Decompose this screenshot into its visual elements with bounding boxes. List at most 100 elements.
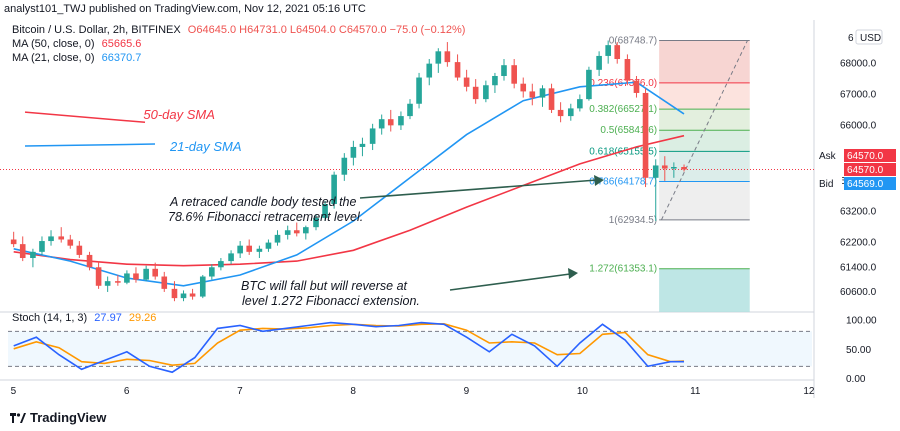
candle-body [472, 86, 479, 100]
price-tick-label: 63200.0 [840, 207, 877, 218]
symbol-legend[interactable]: Bitcoin / U.S. Dollar, 2h, BITFINEX O646… [12, 24, 465, 36]
candle-body [293, 230, 300, 234]
candle-body [19, 244, 26, 259]
candle-body [369, 128, 376, 144]
reverse-arrow-head [568, 268, 578, 279]
retrace-arrow-line [359, 179, 598, 199]
candle-body [228, 253, 234, 262]
candle-body [529, 91, 536, 98]
candle-body [10, 239, 17, 245]
candle-body [501, 65, 507, 76]
ma21-legend-label: MA (21, close, 0) [12, 52, 95, 64]
time-tick-label: 6 [124, 386, 130, 397]
candle-body [133, 273, 139, 280]
fib-level-label: 0.382(66527.1) [589, 104, 657, 115]
price-tag-box [816, 149, 842, 162]
sma50-marker-line [24, 111, 146, 124]
candle-body [492, 75, 498, 86]
candle-body [586, 69, 592, 100]
stoch-d-value: 29.26 [128, 312, 157, 324]
time-tick-label: 10 [577, 386, 589, 397]
candle-body [331, 174, 337, 205]
stoch-legend[interactable]: Stoch (14, 1, 3) 27.97 29.26 [12, 312, 156, 324]
candle-body [199, 276, 206, 297]
candle-body [444, 51, 451, 63]
candle-body [237, 245, 243, 254]
candle-body [520, 83, 527, 92]
stoch-legend-label: Stoch (14, 1, 3) [12, 312, 88, 324]
candle-body [161, 276, 168, 289]
candle-body [115, 281, 121, 283]
fib-zone-extension [659, 268, 750, 312]
ma21-legend[interactable]: MA (21, close, 0) 66370.7 [12, 52, 141, 64]
price-value-box [844, 149, 896, 162]
candle-body [624, 59, 631, 81]
fib-level-label: 0.5(65841.6) [600, 125, 657, 136]
candle-body [426, 63, 433, 78]
fib-zone [659, 130, 750, 152]
price-value-label: 64570.0 [847, 151, 884, 162]
fib-level-label: 1.272(61353.1) [589, 264, 657, 275]
ma50-legend[interactable]: MA (50, close, 0) 65665.6 [12, 38, 141, 50]
candle-body [104, 281, 111, 286]
reverse-annotation-line2: level 1.272 Fibonacci extension. [242, 294, 420, 308]
candle-body [642, 92, 649, 178]
sma21-marker-line [24, 143, 156, 147]
candle-body [256, 248, 263, 252]
candle-body [218, 261, 224, 268]
ma50-legend-value: 65665.6 [101, 38, 142, 50]
candle-body [614, 45, 621, 60]
candle-body [483, 85, 489, 100]
candle-body [76, 245, 83, 255]
price-tick-label: 61400.0 [840, 262, 877, 273]
time-tick-label: 8 [350, 386, 356, 397]
candle-body [557, 109, 564, 117]
candle-body [548, 88, 555, 110]
publish-caption-text: analyst101_TWJ published on TradingView.… [4, 3, 366, 15]
candle-body [398, 116, 404, 126]
price-tag-label: Bid [819, 179, 833, 190]
sma50-annotation: 50-day SMA [143, 107, 215, 122]
candle-body [67, 239, 74, 246]
candle-body [596, 55, 602, 70]
candle-body [209, 267, 215, 277]
symbol-title: Bitcoin / U.S. Dollar, 2h, BITFINEX [12, 24, 181, 36]
retrace-arrow-head [594, 175, 604, 186]
fib-zone [659, 219, 750, 269]
fib-zone [659, 181, 750, 220]
ma21-line [13, 81, 685, 287]
candle-body [48, 236, 54, 242]
retrace-annotation-line2: 78.6% Fibonacci retracement level. [168, 210, 363, 224]
price-value-box [844, 163, 896, 176]
reverse-arrow-line [449, 273, 571, 291]
price-tick-label: 66000.0 [840, 120, 877, 131]
candle-body [671, 167, 677, 169]
time-tick-label: 5 [11, 386, 17, 397]
price-tick-label: 67000.0 [840, 90, 877, 101]
time-tick-label: 12 [803, 386, 815, 397]
candle-body [661, 165, 668, 169]
tradingview-logo[interactable]: TradingView [10, 410, 106, 425]
price-value-label: 64569.0 [847, 179, 884, 190]
candle-body [605, 45, 611, 56]
ma50-line [13, 134, 685, 267]
candle-body [30, 251, 36, 259]
candle-body [171, 288, 178, 299]
candle-body [633, 80, 640, 93]
fib-level-label: 0.618(65155.5) [589, 146, 657, 157]
candle-body [681, 167, 687, 170]
stoch-band [8, 331, 812, 367]
fib-zone [659, 82, 750, 110]
stoch-k-line [13, 321, 684, 374]
candle-body [341, 157, 348, 175]
candle-body [539, 88, 546, 98]
price-tick-label: 62200.0 [840, 238, 877, 249]
currency-label: USD [860, 33, 881, 44]
candle-body [152, 268, 159, 277]
candle-body [378, 119, 385, 129]
candle-body [359, 143, 366, 147]
price-value-box [844, 177, 896, 190]
candle-body [180, 293, 187, 299]
fib-level-label: 1(62934.5) [609, 215, 657, 226]
